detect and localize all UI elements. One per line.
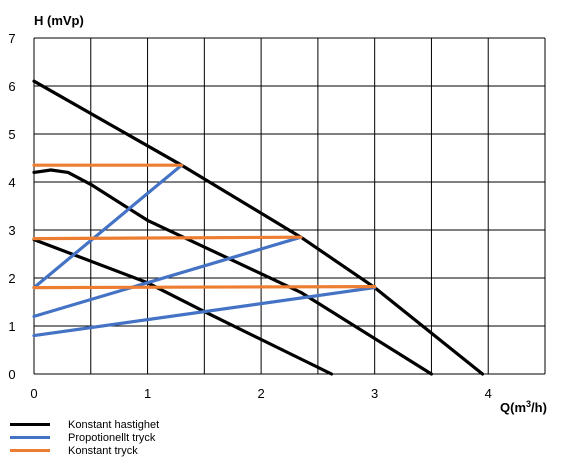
series-line-konstant-tryck-2 — [32, 235, 303, 241]
y-tick-label: 4 — [8, 175, 15, 190]
legend-label: Propotionellt tryck — [68, 431, 156, 444]
series-line-konstant-tryck-3 — [32, 285, 377, 290]
legend-label: Konstant hastighet — [68, 418, 160, 431]
series-line-propotionellt-tryck-3 — [32, 286, 377, 338]
legend-label: Konstant tryck — [68, 444, 138, 457]
x-tick-label: 3 — [371, 386, 378, 401]
series-line-konstant-hastighet-3 — [32, 238, 334, 376]
y-tick-label: 5 — [8, 127, 15, 142]
x-tick-label: 0 — [30, 386, 37, 401]
y-tick-label: 6 — [8, 79, 15, 94]
x-axis-title: Q(m3/h) — [500, 399, 547, 415]
y-tick-label: 0 — [8, 367, 15, 382]
legend-item-propotionellt-tryck: Propotionellt tryck — [10, 431, 159, 444]
legend-swatch — [10, 436, 50, 439]
y-tick-label: 1 — [8, 319, 15, 334]
y-tick-label: 3 — [8, 223, 15, 238]
series-line-propotionellt-tryck-2 — [32, 235, 303, 318]
series-line-propotionellt-tryck-1 — [32, 163, 184, 290]
x-tick-label: 4 — [485, 386, 492, 401]
legend-swatch — [10, 449, 50, 452]
series-layer — [32, 79, 485, 376]
series-line-konstant-hastighet-2 — [32, 168, 433, 376]
tick-labels: 0 1 2 3 4 0 1 2 3 4 5 6 7 — [8, 31, 491, 401]
legend-item-konstant-tryck: Konstant tryck — [10, 444, 159, 457]
y-axis-title: H (mVp) — [34, 13, 84, 28]
legend-swatch — [10, 423, 50, 426]
y-tick-label: 2 — [8, 271, 15, 286]
x-tick-label: 2 — [257, 386, 264, 401]
y-tick-label: 7 — [8, 31, 15, 46]
series-line-konstant-hastighet-1 — [32, 79, 485, 376]
legend: Konstant hastighet Propotionellt tryck Kon… — [10, 418, 159, 457]
x-tick-label: 1 — [144, 386, 151, 401]
legend-item-konstant-hastighet: Konstant hastighet — [10, 418, 159, 431]
